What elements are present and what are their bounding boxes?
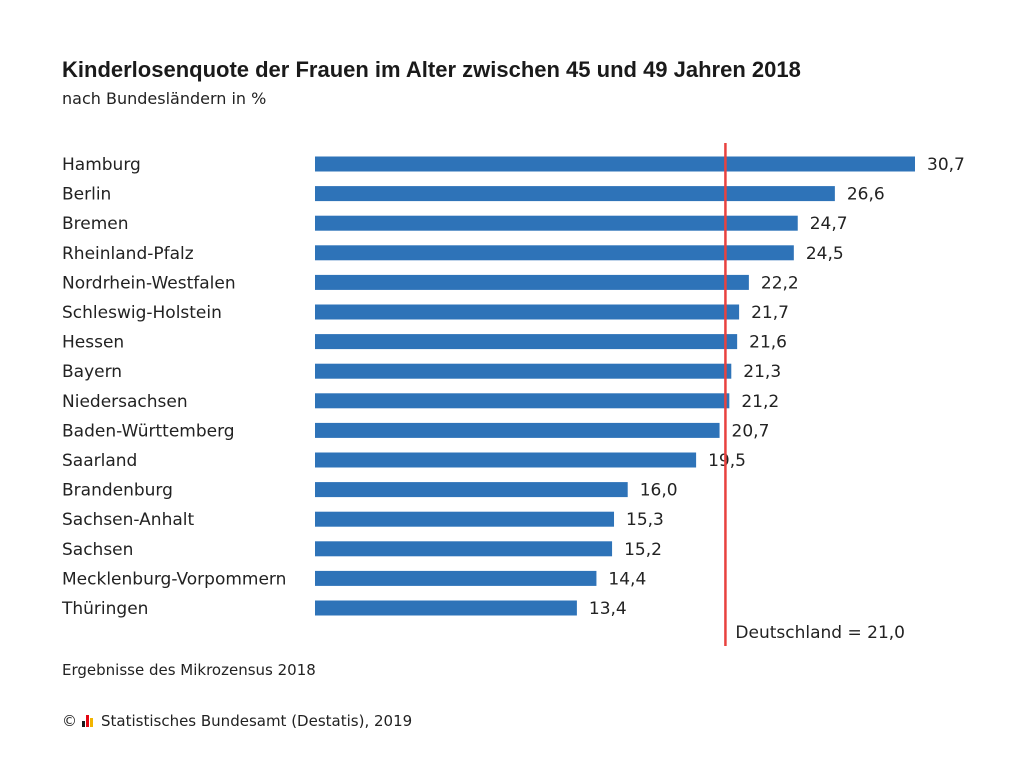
value-label: 21,3 <box>743 362 781 382</box>
category-label: Saarland <box>62 451 137 471</box>
category-label: Hamburg <box>62 155 141 175</box>
value-label: 26,6 <box>847 185 885 205</box>
bar <box>315 363 732 379</box>
value-label: 15,2 <box>624 540 662 560</box>
bar <box>315 156 915 172</box>
category-label: Thüringen <box>61 599 148 619</box>
value-label: 21,7 <box>751 303 789 323</box>
data-source-note: Ergebnisse des Mikrozensus 2018 <box>62 661 316 679</box>
value-label: 30,7 <box>927 155 965 175</box>
value-label: 13,4 <box>589 599 627 619</box>
category-label: Sachsen-Anhalt <box>62 510 194 530</box>
value-label: 19,5 <box>708 451 746 471</box>
bar <box>315 482 628 498</box>
bar-chart: Hamburg 30,7 Berlin 26,6 Bremen 24,7 Rheinland… <box>61 143 965 646</box>
bar <box>315 215 798 231</box>
bar <box>315 570 597 586</box>
reference-line-label: Deutschland = 21,0 <box>735 623 905 643</box>
copyright-symbol: © <box>62 712 77 730</box>
category-label: Nordrhein-Westfalen <box>62 273 236 293</box>
value-label: 20,7 <box>732 421 770 441</box>
value-label: 22,2 <box>761 273 799 293</box>
value-label: 24,7 <box>810 214 848 234</box>
category-label: Berlin <box>62 185 111 205</box>
category-label: Mecklenburg-Vorpommern <box>62 569 286 589</box>
bar <box>315 393 730 409</box>
category-label: Rheinland-Pfalz <box>62 244 194 264</box>
bar <box>315 186 835 202</box>
value-label: 24,5 <box>806 244 844 264</box>
bar <box>315 541 613 557</box>
value-label: 15,3 <box>626 510 664 530</box>
bar <box>315 511 615 527</box>
category-label: Niedersachsen <box>62 392 188 412</box>
category-label: Sachsen <box>62 540 133 560</box>
bar <box>315 245 794 261</box>
value-label: 21,2 <box>741 392 779 412</box>
bar <box>315 274 749 290</box>
footer: © Statistisches Bundesamt (Destatis), 20… <box>62 712 412 730</box>
destatis-logo-icon <box>82 715 96 727</box>
category-label: Schleswig-Holstein <box>62 303 222 323</box>
category-label: Hessen <box>62 333 124 353</box>
bar <box>315 600 577 616</box>
chart-subtitle: nach Bundesländern in % <box>62 89 267 108</box>
category-label: Baden-Württemberg <box>62 421 235 441</box>
value-label: 14,4 <box>608 569 646 589</box>
chart-title: Kinderlosenquote der Frauen im Alter zwi… <box>62 57 801 82</box>
category-label: Bayern <box>62 362 122 382</box>
footer-source: Statistisches Bundesamt (Destatis), 2019 <box>101 712 413 730</box>
bar <box>315 334 738 350</box>
bar <box>315 422 720 438</box>
category-label: Bremen <box>62 214 129 234</box>
value-label: 21,6 <box>749 333 787 353</box>
bar <box>315 452 697 468</box>
value-label: 16,0 <box>640 481 678 501</box>
category-label: Brandenburg <box>62 481 173 501</box>
bar <box>315 304 740 320</box>
